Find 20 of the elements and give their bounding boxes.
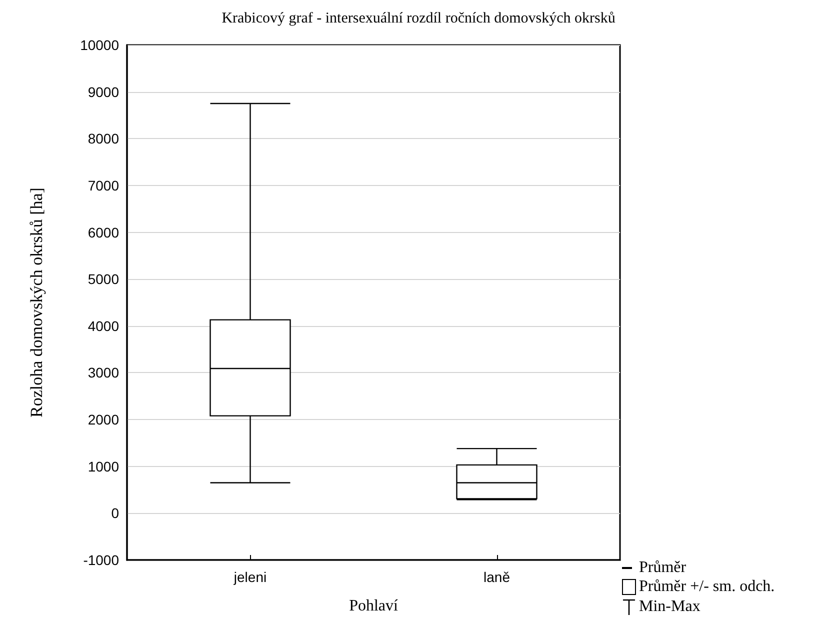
y-tick-label: 8000 [88, 130, 120, 147]
y-tick-label: 7000 [88, 177, 120, 194]
y-tick-label: 6000 [88, 224, 120, 240]
x-tick-label: jeleni [232, 569, 267, 585]
y-axis-title: Rozloha domovských okrsků [ha] [27, 188, 46, 418]
y-tick-label: 10000 [80, 37, 120, 53]
text: Průměr [639, 558, 686, 577]
x-tick-label: laně [484, 569, 510, 585]
text: Min-Max [639, 598, 700, 616]
y-tick-label: 0 [111, 505, 120, 522]
y-tick-label: 5000 [88, 271, 120, 288]
chart-title: Krabicový graf - intersexuální rozdíl ročních domovských okrsků [222, 10, 616, 26]
y-tick-label: 9000 [88, 84, 120, 100]
y-tick-label: 2000 [88, 412, 120, 428]
y-tick-label: 3000 [88, 364, 120, 381]
y-tick-label: 1000 [88, 458, 120, 474]
x-axis-title: Pohlaví [349, 598, 398, 614]
y-tick-label: 4000 [88, 318, 120, 334]
y-tick-label: -1000 [83, 552, 120, 568]
text: Průměr +/- sm. odch. [639, 578, 775, 596]
